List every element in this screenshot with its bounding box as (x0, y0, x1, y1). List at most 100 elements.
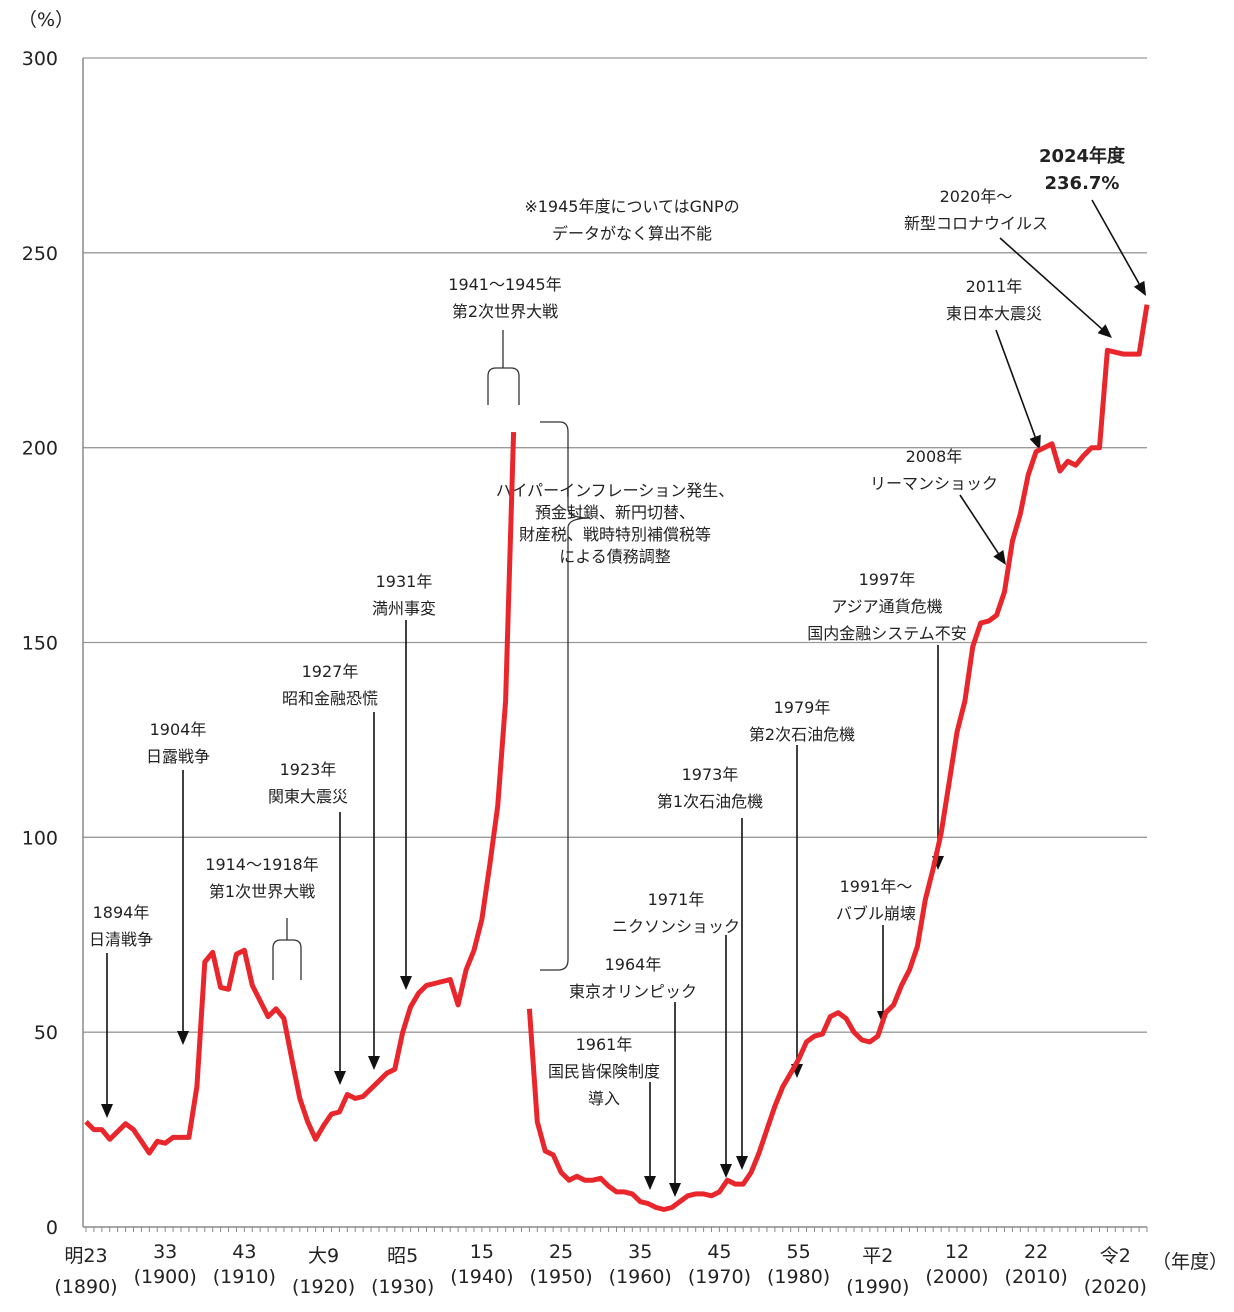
arrowhead-icon (993, 550, 1006, 565)
annotation-line: 東日本大震災 (946, 304, 1042, 323)
x-tick-era-label: 明23 (64, 1245, 107, 1267)
x-tick-year-label: (1970) (688, 1266, 751, 1288)
annotation-line: 1931年 (376, 572, 433, 591)
annotation-line: データがなく算出不能 (552, 224, 712, 243)
annotation-line: 236.7% (1045, 173, 1120, 194)
annotation-arrow (669, 1002, 681, 1197)
x-tick-era-label: 12 (945, 1241, 969, 1263)
x-tick-era-label: 43 (232, 1241, 256, 1263)
annotation-arrow (400, 620, 412, 990)
annotation-line: 第2次石油危機 (749, 725, 855, 744)
arrowhead-icon (1097, 324, 1112, 338)
annotation-line: 1914～1918年 (205, 855, 318, 874)
annotation-line: 第1次石油危機 (657, 792, 763, 811)
annotation-line: 2008年 (906, 447, 963, 466)
annotation-arrow (959, 494, 1006, 565)
x-tick-year-label: (1920) (292, 1276, 355, 1298)
annotation-line: ※1945年度についてはGNPの (524, 197, 739, 216)
annotation-line: 1927年 (302, 662, 359, 681)
annotation-line: 国内金融システム不安 (807, 624, 967, 643)
debt-ratio-line-segment-2 (526, 304, 1150, 1212)
x-tick-year-label: (1930) (371, 1276, 434, 1298)
annotation-arrow (334, 812, 346, 1085)
annotation: 2020年～ 新型コロナウイルス (904, 187, 1048, 233)
annotation-arrow (368, 712, 380, 1070)
x-tick-year-label: (1980) (767, 1266, 830, 1288)
annotation-line: 日清戦争 (89, 930, 153, 949)
annotation-line: 1964年 (605, 955, 662, 974)
x-axis-unit-label: （年度） (1152, 1251, 1228, 1273)
annotation-line: 1971年 (648, 890, 705, 909)
x-tick-year-label: (1990) (846, 1276, 909, 1298)
annotation-arrow (720, 935, 732, 1178)
wwii-bracket (487, 330, 520, 405)
annotation-arrow (791, 745, 803, 1078)
annotation-line: 関東大震災 (268, 787, 348, 806)
arrowhead-icon (644, 1176, 656, 1190)
y-tick-label: 300 (22, 48, 58, 70)
arrowhead-icon (669, 1183, 681, 1197)
x-tick-year-label: (1890) (54, 1276, 117, 1298)
annotation-line: バブル崩壊 (836, 904, 916, 923)
y-axis-unit-label: （%） (18, 9, 74, 31)
annotation-line: 1941～1945年 (448, 275, 561, 294)
arrowhead-icon (334, 1071, 346, 1085)
x-tick-era-label: 25 (549, 1241, 573, 1263)
y-tick-label: 150 (22, 633, 58, 655)
y-tick-label: 0 (46, 1217, 58, 1239)
arrowhead-icon (720, 1164, 732, 1178)
arrowhead-icon (1029, 434, 1041, 450)
y-tick-label: 50 (34, 1022, 58, 1044)
x-tick-era-label: 55 (787, 1241, 811, 1263)
annotation-line: 2024年度 (1039, 145, 1126, 167)
arrowhead-icon (736, 1156, 748, 1170)
annotation-line: 1991年～ (840, 877, 913, 896)
annotation: 2024年度 236.7% (1039, 145, 1126, 194)
annotation-line: 第1次世界大戦 (209, 882, 315, 901)
arrowhead-icon (400, 976, 412, 990)
annotation-line: リーマンショック (870, 474, 998, 493)
x-tick-year-label: (1900) (134, 1266, 197, 1288)
x-tick-year-label: (2000) (925, 1266, 988, 1288)
x-tick-era-label: 35 (628, 1241, 652, 1263)
annotation-line: 1923年 (280, 760, 337, 779)
y-tick-label: 250 (22, 243, 58, 265)
x-tick-era-label: 33 (153, 1241, 177, 1263)
x-tick-year-label: (1950) (529, 1266, 592, 1288)
annotation: ハイパーインフレーション発生、預金封鎖、新円切替、財産税、戦時特別補償税等による… (496, 481, 735, 566)
annotation-arrow (644, 1082, 656, 1190)
annotation-arrow (177, 770, 189, 1045)
x-tick-era-label: 15 (470, 1241, 494, 1263)
annotation-arrow (736, 818, 748, 1170)
annotation-line: 新型コロナウイルス (904, 214, 1048, 233)
arrowhead-icon (101, 1104, 113, 1118)
annotation-line: 日露戦争 (146, 747, 210, 766)
annotation-line: 財産税、戦時特別補償税等 (519, 525, 711, 544)
x-tick-year-label: (2010) (1005, 1266, 1068, 1288)
x-tick-era-label: 平2 (862, 1245, 893, 1267)
arrowhead-icon (177, 1031, 189, 1045)
x-tick-era-label: 昭5 (387, 1245, 418, 1267)
wwi-bracket (272, 918, 302, 980)
x-tick-era-label: 大9 (308, 1245, 339, 1267)
annotation-line: 1997年 (859, 570, 916, 589)
annotation-line: 1979年 (774, 698, 831, 717)
y-tick-label: 100 (22, 827, 58, 849)
annotation-line: 国民皆保険制度 (548, 1062, 660, 1081)
annotation-line: 預金封鎖、新円切替、 (535, 503, 695, 522)
postwar-brace (540, 421, 591, 971)
annotation-line: 1973年 (682, 765, 739, 784)
annotation-arrow (1091, 199, 1146, 296)
